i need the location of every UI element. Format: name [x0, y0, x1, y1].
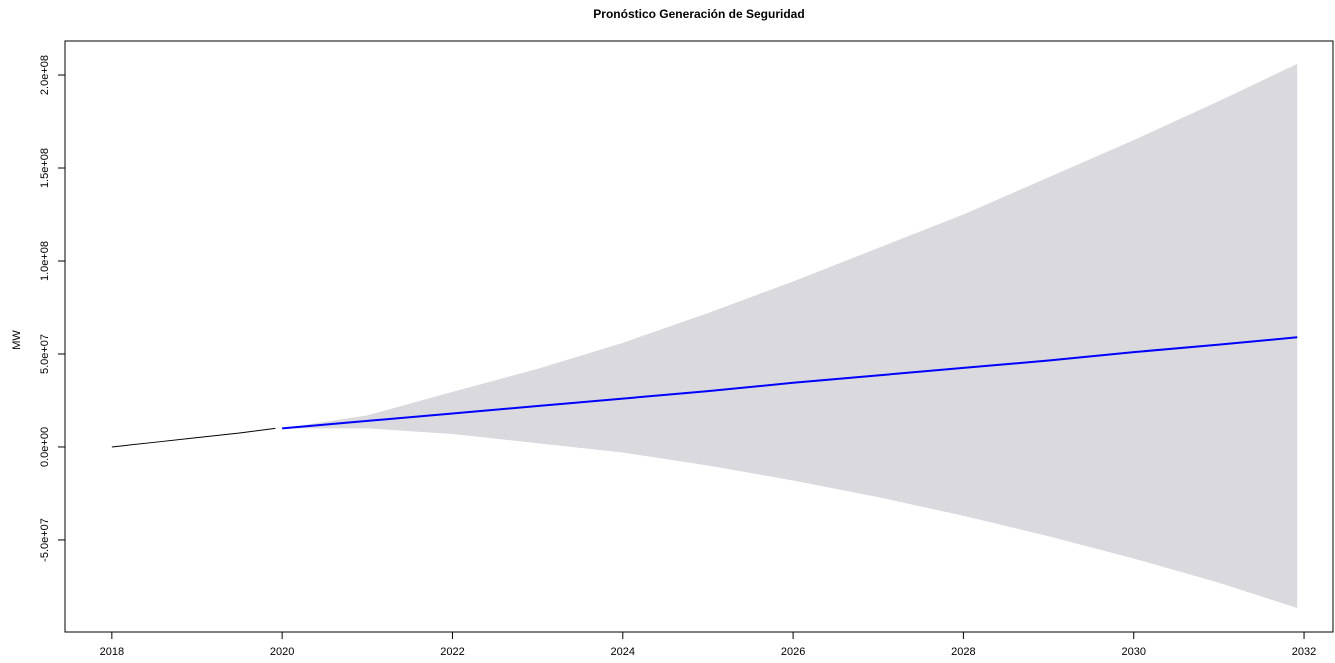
plot-frame: [64, 40, 1334, 633]
x-tick-label: 2026: [781, 646, 805, 658]
x-tick-label: 2028: [951, 646, 975, 658]
chart-title: Pronóstico Generación de Seguridad: [593, 7, 804, 21]
x-tick-label: 2020: [270, 646, 294, 658]
y-tick-label: 1.5e+08: [39, 148, 51, 188]
forecast-line: [282, 336, 1298, 430]
x-tick-label: 2030: [1121, 646, 1145, 658]
y-tick-label: 2.0e+08: [39, 55, 51, 95]
x-tick-label: 2024: [611, 646, 635, 658]
y-tick-label: 0.0e+00: [39, 427, 51, 467]
x-tick-label: 2022: [440, 646, 464, 658]
y-tick-label: 1.0e+08: [39, 241, 51, 281]
x-tick-label: 2032: [1292, 646, 1316, 658]
y-tick-label: 5.0e+07: [39, 334, 51, 374]
y-axis-label: MW: [11, 330, 23, 350]
prediction-interval: [282, 63, 1298, 609]
y-tick-label: -5.0e+07: [39, 518, 51, 562]
history-line: [111, 427, 276, 448]
x-tick-label: 2018: [100, 646, 124, 658]
